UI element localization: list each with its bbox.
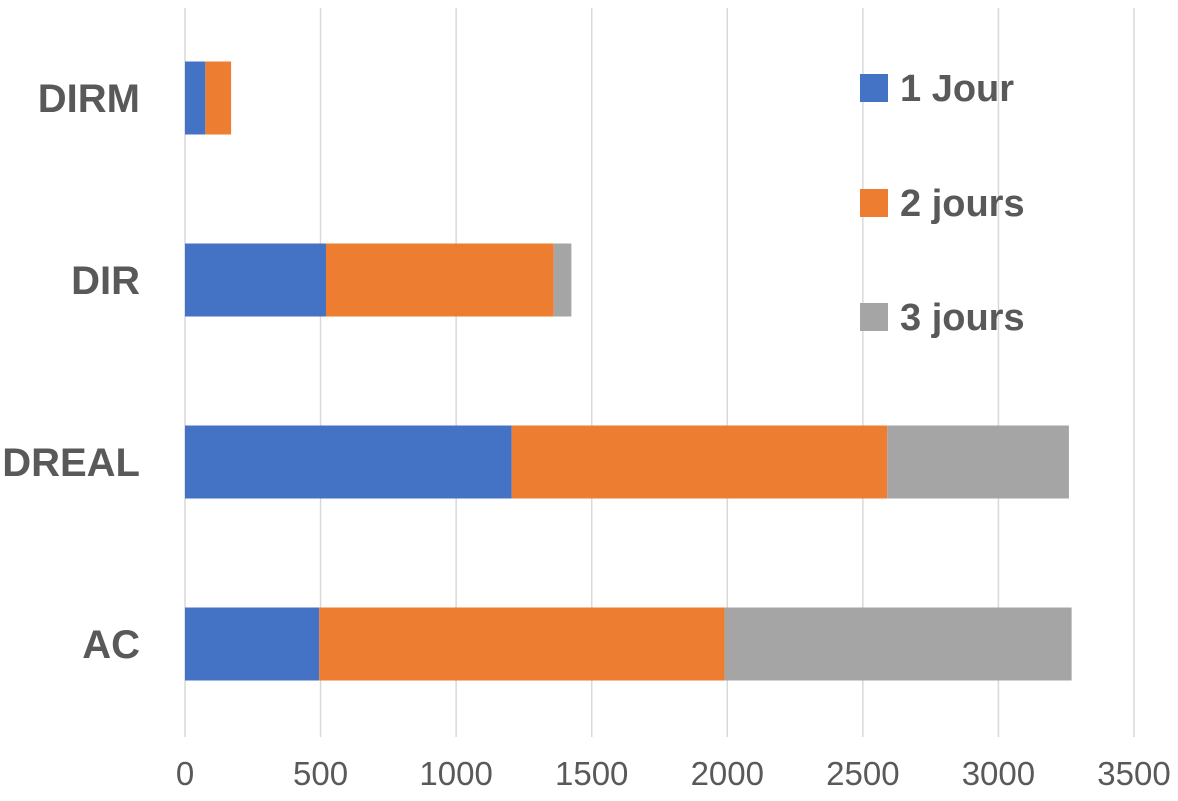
category-label: DIRM bbox=[38, 77, 140, 121]
legend: 1 Jour 2 jours 3 jours bbox=[860, 68, 1025, 339]
bar-segment bbox=[553, 243, 572, 317]
tick-label: 0 bbox=[176, 755, 194, 792]
bar-segment bbox=[511, 425, 888, 499]
legend-label: 1 Jour bbox=[900, 68, 1014, 110]
bar-segment bbox=[185, 243, 326, 317]
bar-segment bbox=[205, 61, 232, 135]
tick-label: 3500 bbox=[1097, 755, 1170, 792]
bar-segment bbox=[185, 607, 320, 681]
category-label: AC bbox=[82, 623, 140, 667]
bar-segment bbox=[724, 607, 1072, 681]
legend-item: 3 jours bbox=[860, 297, 1025, 339]
category-label: DREAL bbox=[2, 441, 140, 485]
bars bbox=[185, 61, 1072, 681]
legend-swatch bbox=[860, 189, 888, 217]
legend-item: 2 jours bbox=[860, 183, 1025, 225]
bar-segment bbox=[185, 61, 206, 135]
tick-label: 1000 bbox=[419, 755, 492, 792]
category-axis-labels: DIRM DIR DREAL AC bbox=[2, 77, 140, 667]
value-axis-tick-labels: 0 500 1000 1500 2000 2500 3000 3500 bbox=[176, 755, 1171, 792]
tick-label: 1500 bbox=[555, 755, 628, 792]
category-label: DIR bbox=[71, 259, 140, 303]
legend-swatch bbox=[860, 74, 888, 102]
bar-segment bbox=[185, 425, 512, 499]
tick-label: 2000 bbox=[691, 755, 764, 792]
bar-segment bbox=[887, 425, 1069, 499]
tick-label: 3000 bbox=[962, 755, 1035, 792]
tick-label: 500 bbox=[293, 755, 348, 792]
tick-label: 2500 bbox=[826, 755, 899, 792]
legend-item: 1 Jour bbox=[860, 68, 1014, 110]
bar-segment bbox=[319, 607, 725, 681]
legend-label: 2 jours bbox=[900, 183, 1025, 225]
gridlines bbox=[184, 8, 1135, 737]
legend-swatch bbox=[860, 303, 888, 331]
bar-segment bbox=[325, 243, 554, 317]
legend-label: 3 jours bbox=[900, 297, 1025, 339]
